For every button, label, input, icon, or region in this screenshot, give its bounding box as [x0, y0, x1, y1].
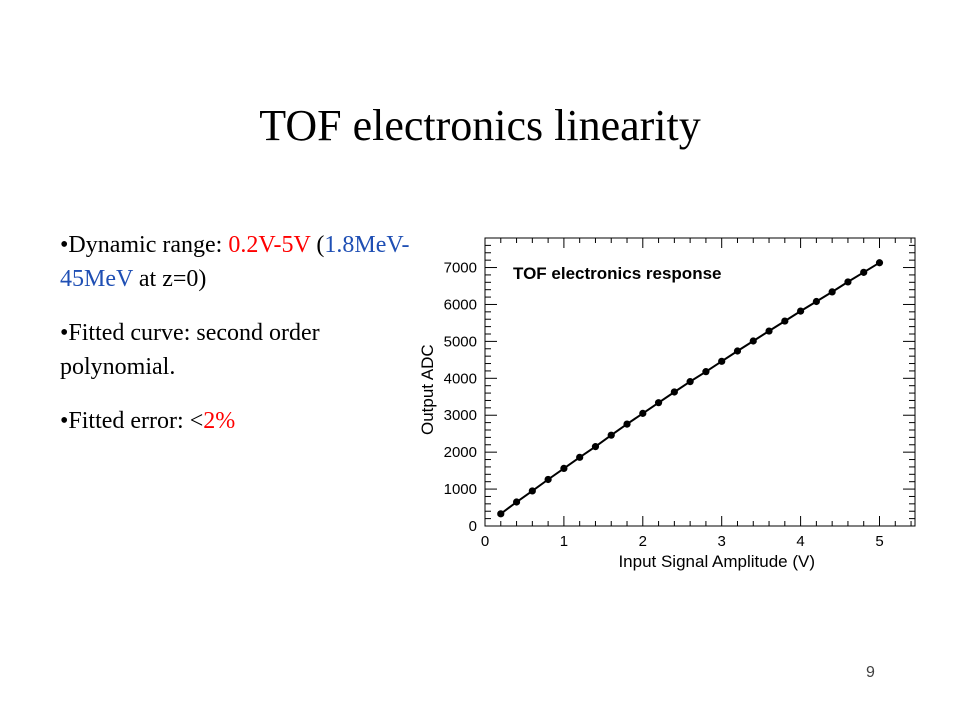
data-point — [576, 453, 584, 461]
data-point — [670, 388, 678, 396]
fit-curve — [500, 261, 881, 515]
plot-border — [484, 237, 916, 527]
bullet-text: 1.8MeV-45MeV — [60, 232, 410, 292]
data-point — [844, 278, 852, 286]
bullet-item: •Dynamic range: 0.2V-5V (1.8MeV-45MeV at… — [60, 228, 410, 296]
y-tick-label: 0 — [469, 518, 477, 535]
data-point — [702, 368, 710, 376]
data-point — [512, 498, 521, 506]
axis-ticks: 0 1 2 3 4 5 0 1000 2000 3000 4000 5000 6000 7000 — [444, 238, 915, 550]
x-tick-label: 5 — [875, 533, 883, 550]
y-tick-label: 4000 — [444, 370, 477, 387]
data-point — [528, 487, 536, 495]
data-point — [623, 420, 631, 428]
data-point — [686, 378, 694, 386]
data-points — [497, 259, 884, 518]
y-tick-label: 1000 — [444, 481, 477, 498]
data-point — [828, 288, 836, 296]
y-tick-label: 2000 — [444, 444, 477, 461]
slide-title: TOF electronics linearity — [259, 101, 701, 150]
y-axis-label: Output ADC — [418, 344, 437, 435]
data-point — [860, 268, 868, 276]
data-point — [560, 464, 568, 472]
bullet-text: at z=0) — [132, 266, 207, 292]
data-point — [733, 347, 742, 355]
x-tick-label: 4 — [796, 533, 804, 550]
data-point — [875, 259, 884, 267]
plot-frame — [484, 237, 916, 527]
bullet-text: 0.2V-5V — [228, 232, 311, 258]
bullet-text: ( — [310, 232, 325, 258]
data-point — [781, 317, 789, 325]
x-tick-label: 0 — [481, 533, 489, 550]
data-point — [812, 297, 820, 306]
data-point — [749, 337, 757, 345]
bullet-item: •Fitted curve: second order polynomial. — [60, 316, 410, 384]
chart-title: TOF electronics response — [513, 264, 721, 283]
bullet-text: •Dynamic range: — [60, 232, 229, 258]
data-point — [654, 399, 663, 407]
data-point — [591, 443, 600, 451]
bullet-item: •Fitted error: <2% — [60, 404, 410, 438]
y-tick-label: 7000 — [444, 260, 477, 277]
data-point — [639, 409, 647, 417]
data-point — [544, 475, 552, 484]
x-tick-label: 2 — [639, 533, 647, 550]
bullet-text: •Fitted curve: second order polynomial. — [60, 320, 320, 380]
x-axis-label: Input Signal Amplitude (V) — [618, 552, 815, 571]
data-point — [765, 327, 773, 335]
data-point — [796, 307, 805, 315]
bullet-list: •Dynamic range: 0.2V-5V (1.8MeV-45MeV at… — [60, 228, 410, 458]
page-number: 9 — [866, 664, 875, 681]
y-tick-label: 6000 — [444, 296, 477, 313]
data-point — [718, 357, 726, 365]
fit-line — [500, 261, 881, 515]
data-point — [607, 431, 615, 439]
bullet-text: 2% — [203, 408, 236, 434]
x-tick-label: 1 — [560, 533, 568, 550]
y-tick-label: 5000 — [444, 333, 477, 350]
bullet-text: •Fitted error: < — [60, 408, 204, 434]
x-tick-label: 3 — [718, 533, 726, 550]
chart: 0 1 2 3 4 5 0 1000 2000 3000 4000 5000 6000 7000 TOF … — [418, 237, 916, 571]
y-tick-label: 3000 — [444, 407, 477, 424]
data-point — [497, 510, 505, 518]
